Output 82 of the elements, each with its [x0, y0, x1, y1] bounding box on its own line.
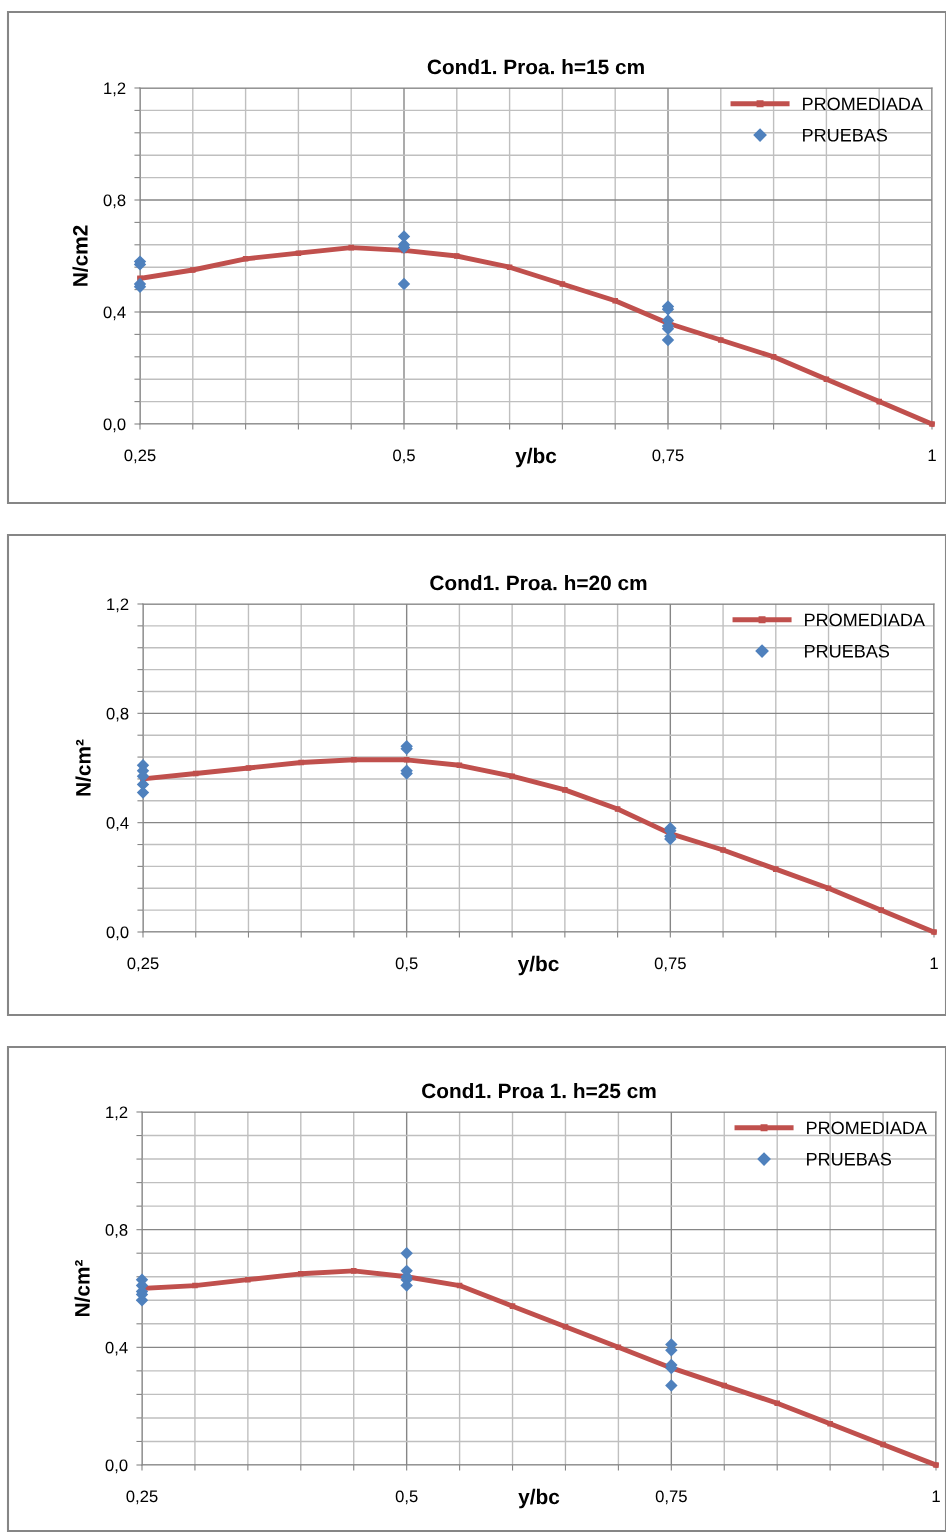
point — [929, 421, 935, 427]
point — [825, 885, 832, 892]
x-tick-label: 0,5 — [393, 449, 415, 464]
legend-label: PROMEDIADA — [805, 613, 925, 627]
point — [509, 1303, 516, 1309]
point — [665, 1379, 678, 1392]
point — [878, 907, 885, 913]
point — [456, 762, 463, 769]
point — [720, 847, 726, 853]
point — [876, 398, 882, 405]
y-tick-label: 0,8 — [105, 1224, 128, 1238]
point — [880, 1441, 886, 1448]
point — [192, 770, 199, 777]
x-tick-label: 0,75 — [655, 1490, 687, 1505]
x-tick-label: 0,5 — [395, 957, 418, 972]
y-tick-label: 1,2 — [106, 1106, 128, 1121]
x-tick-label: 1 — [932, 1490, 940, 1503]
point — [397, 277, 411, 291]
x-tick-label: 0,75 — [654, 957, 686, 972]
x-axis-title: y/bc — [515, 447, 557, 468]
x-tick-label: 0,5 — [395, 1490, 418, 1505]
point — [827, 1421, 833, 1427]
point — [774, 1400, 780, 1407]
point — [351, 757, 357, 763]
point — [348, 244, 354, 251]
y-axis-title: N/cm2 — [72, 225, 88, 286]
point — [454, 253, 460, 259]
point — [931, 929, 937, 935]
legend-label: PRUEBAS — [805, 644, 890, 658]
point — [718, 337, 724, 343]
x-tick-label: 0,25 — [124, 449, 156, 464]
point — [661, 333, 675, 347]
y-tick-label: 0,4 — [103, 306, 126, 321]
legend-label: PROMEDIADA — [807, 1121, 927, 1135]
x-axis-title: y/bc — [518, 1488, 560, 1509]
point — [298, 759, 304, 766]
point — [506, 264, 513, 270]
chart-title: Cond1. Proa. h=15 cm — [427, 59, 644, 75]
point — [136, 786, 150, 799]
y-tick-label: 0,8 — [103, 194, 126, 209]
y-axis-title: N/cm² — [74, 1260, 90, 1317]
point — [721, 1382, 728, 1389]
point — [562, 1323, 569, 1330]
point — [614, 806, 621, 812]
point — [242, 256, 249, 262]
point — [933, 1462, 939, 1468]
y-tick-label: 0,4 — [106, 817, 129, 831]
y-tick-label: 0,0 — [106, 926, 129, 941]
point — [295, 250, 302, 256]
y-axis-title: N/cm² — [75, 739, 91, 796]
y-tick-label: 0,0 — [105, 1459, 128, 1474]
point — [298, 1271, 304, 1277]
x-tick-label: 0,25 — [126, 1490, 158, 1505]
point — [245, 765, 252, 771]
chart-title: Cond1. Proa. h=20 cm — [430, 575, 647, 591]
point — [350, 1268, 357, 1274]
x-tick-label: 0,75 — [652, 449, 684, 464]
x-tick-label: 1 — [928, 449, 936, 462]
point — [509, 773, 515, 779]
chart-title: Cond1. Proa 1. h=25 cm — [422, 1083, 656, 1099]
y-tick-label: 0,0 — [103, 418, 126, 433]
x-tick-label: 1 — [930, 957, 938, 970]
point — [245, 1276, 251, 1283]
point — [770, 354, 777, 360]
x-axis-title: y/bc — [517, 955, 559, 976]
point — [559, 281, 566, 287]
y-tick-label: 0,4 — [105, 1341, 128, 1356]
legend-label: PRUEBAS — [803, 128, 888, 142]
legend-label: PRUEBAS — [807, 1152, 892, 1166]
point — [823, 376, 830, 382]
point — [562, 787, 568, 793]
point — [400, 1246, 413, 1260]
y-tick-label: 1,2 — [104, 82, 126, 97]
y-tick-label: 1,2 — [107, 598, 129, 613]
x-tick-label: 0,25 — [127, 957, 159, 972]
point — [192, 1282, 198, 1289]
y-tick-label: 0,8 — [106, 707, 129, 722]
point — [190, 267, 196, 273]
legend-label: PROMEDIADA — [803, 97, 923, 111]
point — [403, 757, 410, 763]
point — [773, 866, 779, 872]
point — [612, 298, 618, 304]
